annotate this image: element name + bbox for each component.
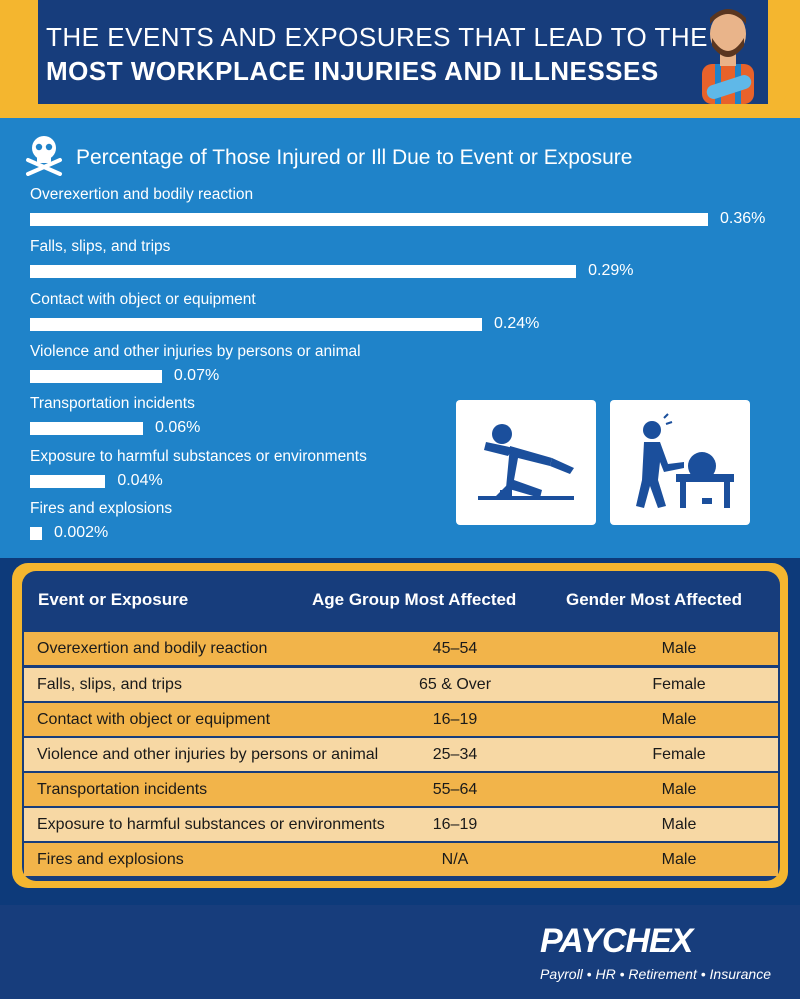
cell-gender: Male: [661, 816, 697, 833]
bar-value-label: 0.06%: [155, 419, 201, 437]
cell-event: Overexertion and bodily reaction: [37, 640, 268, 657]
bar-value-label: 0.29%: [588, 262, 634, 280]
cell-event: Contact with object or equipment: [37, 711, 271, 728]
bar-category-label: Falls, slips, and trips: [30, 238, 171, 256]
bar: [30, 213, 708, 226]
table-row: Fires and explosions N/A Male: [24, 843, 778, 876]
cell-event: Violence and other injuries by persons o…: [37, 746, 379, 763]
paychex-logo: PAYCHEX: [540, 922, 693, 960]
cell-event: Falls, slips, and trips: [37, 676, 182, 693]
bar: [30, 265, 577, 279]
cell-event: Transportation incidents: [37, 781, 208, 798]
bar: [30, 317, 482, 331]
bar: [30, 526, 42, 540]
table-row: Violence and other injuries by persons o…: [24, 738, 778, 771]
cell-event: Fires and explosions: [37, 851, 184, 868]
footer: [0, 905, 800, 999]
cell-gender: Female: [652, 746, 706, 763]
injured-worker-icon: [702, 9, 754, 104]
cell-gender: Male: [661, 711, 697, 728]
bar-value-label: 0.002%: [54, 523, 109, 541]
footer-tagline: Payroll • HR • Retirement • Insurance: [540, 966, 772, 982]
table-header-gender: Gender Most Affected: [566, 590, 743, 609]
table-row: Transportation incidents 55–64 Male: [24, 773, 778, 806]
header-banner: [0, 0, 800, 118]
bar-category-label: Contact with object or equipment: [30, 290, 256, 308]
cell-age: 65 & Over: [418, 676, 492, 693]
cell-gender: Female: [652, 676, 706, 693]
cell-age: 45–54: [432, 640, 478, 657]
bar: [30, 369, 162, 383]
cell-gender: Male: [661, 640, 697, 657]
saw-injury-icon: [636, 413, 734, 508]
chart-title: Percentage of Those Injured or Ill Due t…: [76, 146, 633, 169]
slip-fall-icon: [478, 424, 574, 500]
table-row: Exposure to harmful substances or enviro…: [24, 808, 778, 841]
saw-injury-icon-box: [610, 400, 750, 525]
bar: [30, 422, 143, 436]
cell-gender: Male: [661, 851, 697, 868]
bar-category-label: Overexertion and bodily reaction: [30, 186, 254, 203]
bar-category-label: Fires and explosions: [30, 499, 173, 517]
table-header-age: Age Group Most Affected: [312, 590, 517, 609]
cell-age: N/A: [441, 851, 469, 868]
cell-age: 16–19: [432, 711, 478, 728]
table-row: Falls, slips, and trips 65 & Over Female: [24, 668, 778, 701]
cell-event: Exposure to harmful substances or enviro…: [37, 816, 385, 833]
cell-age: 55–64: [432, 781, 478, 798]
page-title-line1: THE EVENTS AND EXPOSURES THAT LEAD TO TH…: [46, 22, 709, 52]
bar-value-label: 0.04%: [117, 471, 163, 489]
bar-category-label: Exposure to harmful substances or enviro…: [30, 447, 367, 465]
table-row: Contact with object or equipment 16–19 Mal…: [24, 703, 778, 736]
slip-fall-icon-box: [456, 400, 596, 525]
cell-age: 25–34: [432, 746, 478, 763]
bar-category-label: Violence and other injuries by persons o…: [30, 342, 361, 360]
bar-value-label: 0.24%: [494, 314, 540, 332]
bar-category-label: Transportation incidents: [30, 395, 195, 413]
cell-age: 16–19: [432, 816, 478, 833]
bar-value-label: 0.07%: [173, 366, 220, 384]
bar: [30, 474, 106, 488]
table-row: Overexertion and bodily reaction 45–54 Mal…: [24, 632, 778, 665]
skull-crossbones-icon: [26, 136, 62, 176]
cell-gender: Male: [661, 781, 697, 798]
table-header-event: Event or Exposure: [38, 590, 189, 609]
page-title-line2: MOST WORKPLACE INJURIES AND ILLNESSES: [46, 56, 659, 86]
bar-value-label: 0.36%: [720, 210, 766, 227]
header-panel: [38, 0, 768, 104]
